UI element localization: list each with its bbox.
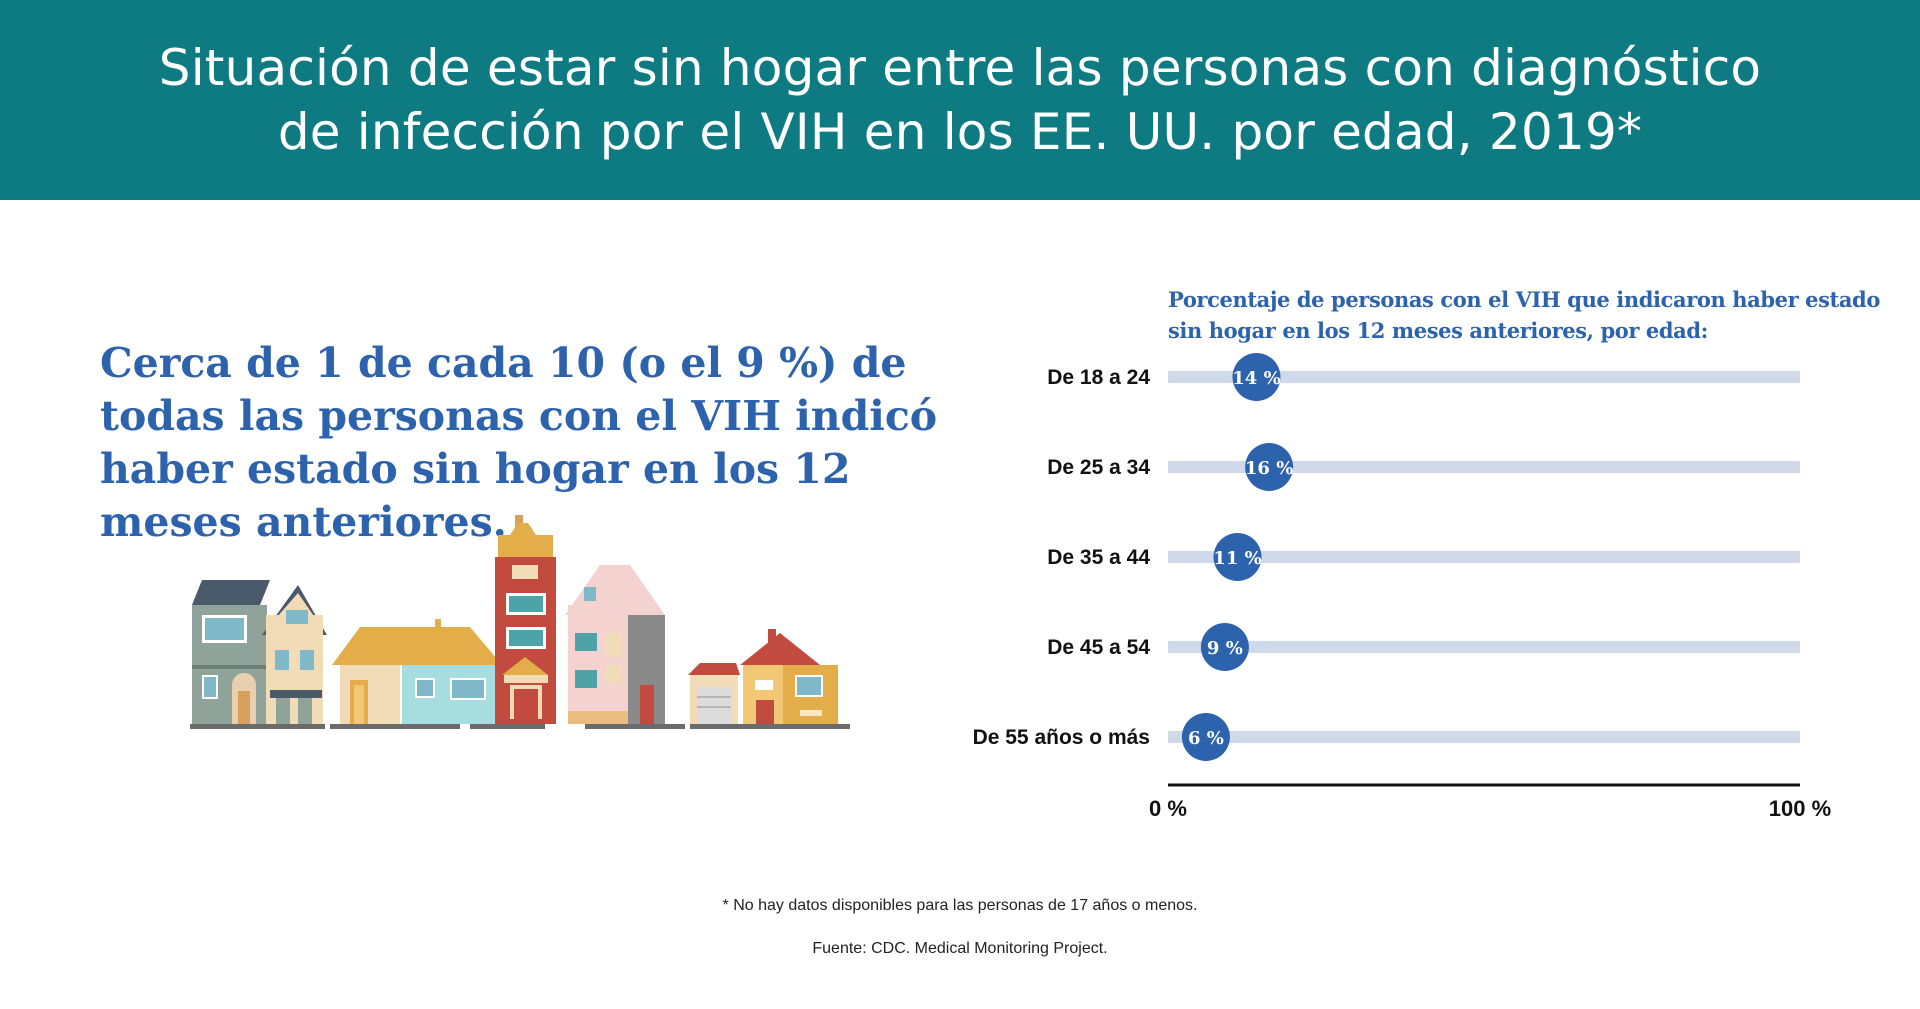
key-statement-line-2: todas las personas con el VIH indicó bbox=[100, 392, 938, 440]
value-label: 11 % bbox=[1213, 548, 1261, 569]
bar-track bbox=[1168, 641, 1800, 653]
category-label: De 55 años o más bbox=[973, 726, 1150, 749]
category-label: De 45 a 54 bbox=[1047, 636, 1150, 659]
house-gray-icon bbox=[192, 580, 270, 724]
source-note: Fuente: CDC. Medical Monitoring Project. bbox=[812, 940, 1108, 957]
bar-track bbox=[1168, 731, 1800, 743]
value-marker bbox=[1245, 443, 1294, 491]
house-cream-icon bbox=[262, 585, 327, 724]
key-statement-line-3: haber estado sin hogar en los 12 bbox=[100, 445, 851, 493]
header-banner: Situación de estar sin hogar entre las p… bbox=[0, 0, 1920, 200]
house-yellow-icon bbox=[332, 619, 502, 724]
category-label: De 18 a 24 bbox=[1047, 366, 1150, 389]
house-pink-icon bbox=[565, 565, 665, 724]
houses-illustration bbox=[190, 515, 850, 729]
chart-title-line-2: sin hogar en los 12 meses anteriores, po… bbox=[1168, 318, 1709, 343]
house-tall-red-icon bbox=[495, 515, 556, 724]
value-label: 9 % bbox=[1207, 638, 1243, 659]
value-label: 6 % bbox=[1188, 728, 1224, 749]
x-tick-label: 100 % bbox=[1769, 796, 1831, 821]
page-title-line-2: de infección por el VIH en los EE. UU. p… bbox=[277, 103, 1643, 161]
value-marker bbox=[1181, 713, 1230, 761]
bar-track bbox=[1168, 371, 1800, 383]
chart-title: Porcentaje de personas con el VIH que in… bbox=[1168, 284, 1880, 346]
value-label: 16 % bbox=[1245, 458, 1293, 479]
footnote: * No hay datos disponibles para las pers… bbox=[722, 897, 1198, 914]
key-statement: Cerca de 1 de cada 10 (o el 9 %) de toda… bbox=[100, 337, 938, 549]
value-marker bbox=[1213, 533, 1262, 581]
category-label: De 35 a 44 bbox=[1047, 546, 1150, 569]
value-marker bbox=[1200, 623, 1249, 671]
page-title-line-1: Situación de estar sin hogar entre las p… bbox=[158, 39, 1762, 97]
house-garage-icon bbox=[688, 629, 838, 724]
chart-title-line-1: Porcentaje de personas con el VIH que in… bbox=[1168, 287, 1880, 312]
key-statement-line-1: Cerca de 1 de cada 10 (o el 9 %) de bbox=[100, 339, 907, 387]
category-label: De 25 a 34 bbox=[1047, 456, 1150, 479]
value-label: 14 % bbox=[1232, 368, 1280, 389]
bar-track bbox=[1168, 551, 1800, 563]
x-tick-label: 0 % bbox=[1149, 796, 1187, 821]
key-statement-line-4: meses anteriores. bbox=[100, 498, 507, 546]
value-marker bbox=[1232, 353, 1281, 401]
bar-track bbox=[1168, 461, 1800, 473]
